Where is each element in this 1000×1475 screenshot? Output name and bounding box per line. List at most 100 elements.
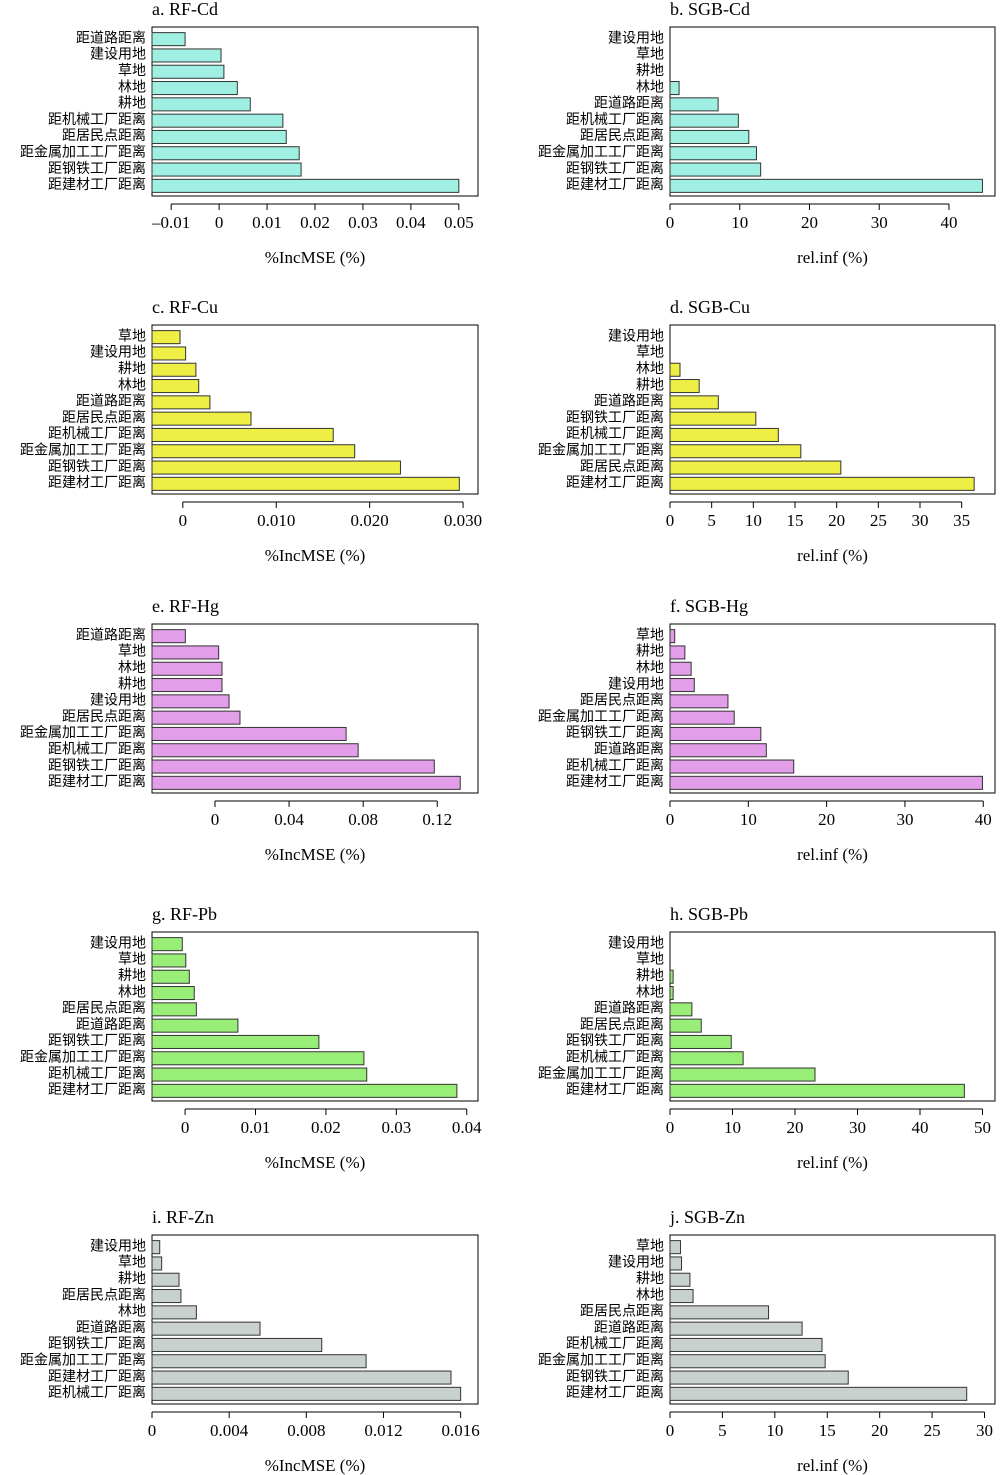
category-label: 距金属加工工厂距离	[538, 441, 664, 458]
category-label: 距机械工厂距离	[566, 111, 664, 128]
x-tick-label: 0.004	[210, 1421, 249, 1440]
category-label: 草地	[636, 627, 664, 643]
x-tick-label: 20	[871, 1421, 888, 1440]
x-tick-label: 0.04	[396, 213, 426, 232]
bar	[669, 694, 729, 709]
bar	[669, 476, 975, 491]
category-label: 距机械工厂距离	[566, 757, 664, 774]
bar	[151, 81, 238, 96]
category-label: 距居民点距离	[62, 1286, 146, 1303]
bar	[151, 64, 225, 79]
x-tick-label: 0.08	[348, 810, 378, 829]
bar	[151, 1002, 197, 1017]
category-label: 距建材工厂距离	[566, 1384, 664, 1401]
category-label: 距金属加工工厂距离	[20, 441, 146, 458]
category-label: 距钢铁工厂距离	[48, 1335, 146, 1352]
bar	[151, 178, 460, 193]
category-label: 林地	[636, 660, 664, 676]
bar	[151, 395, 211, 410]
x-tick-label: 20	[787, 1118, 804, 1137]
bar	[151, 953, 187, 968]
x-tick-label: 30	[912, 511, 929, 530]
category-label: 距建材工厂距离	[566, 474, 664, 491]
bar	[151, 969, 190, 984]
x-tick-label: 0.02	[300, 213, 330, 232]
x-axis-label: rel.inf (%)	[797, 1456, 868, 1475]
x-axis-label: %IncMSE (%)	[265, 248, 366, 267]
x-tick-label: 50	[974, 1118, 991, 1137]
category-label: 距居民点距离	[580, 127, 664, 144]
bar	[669, 1321, 803, 1336]
category-label: 距钢铁工厂距离	[566, 1368, 664, 1385]
category-label: 距居民点距离	[62, 409, 146, 426]
category-label: 距金属加工工厂距离	[20, 143, 146, 160]
x-tick-label: 30	[976, 1421, 993, 1440]
category-label: 距金属加工工厂距离	[538, 708, 664, 725]
category-label: 距钢铁工厂距离	[48, 458, 146, 475]
bar	[151, 379, 200, 394]
category-label: 草地	[118, 952, 146, 968]
x-tick-label: 0.12	[422, 810, 452, 829]
x-tick-label: 5	[707, 511, 716, 530]
bar	[151, 937, 183, 952]
category-label: 距机械工厂距离	[48, 425, 146, 442]
x-tick-label: 0.03	[348, 213, 378, 232]
bar	[151, 1067, 368, 1082]
category-label: 林地	[118, 984, 146, 1000]
category-label: 距道路距离	[76, 1319, 146, 1336]
bar	[669, 1034, 732, 1049]
bar	[151, 1256, 163, 1271]
x-tick-label: 15	[787, 511, 804, 530]
x-axis-label: %IncMSE (%)	[265, 845, 366, 864]
x-tick-label: 0.010	[257, 511, 295, 530]
x-tick-label: 0	[666, 1118, 675, 1137]
bar	[669, 1272, 691, 1287]
bar	[669, 1337, 823, 1352]
category-label: 建设用地	[608, 676, 664, 692]
bar	[669, 759, 795, 774]
plot-frame	[151, 623, 479, 794]
category-label: 距钢铁工厂距离	[48, 1032, 146, 1049]
category-label: 耕地	[636, 1270, 664, 1287]
bar	[151, 411, 252, 426]
bar	[151, 1321, 261, 1336]
x-tick-label: 0.030	[444, 511, 482, 530]
bar	[151, 1289, 182, 1304]
bar	[151, 986, 195, 1001]
category-label: 林地	[636, 79, 664, 95]
x-tick-label: 10	[724, 1118, 741, 1137]
bar	[151, 1272, 180, 1287]
x-tick-label: 0.020	[351, 511, 389, 530]
bar	[151, 460, 401, 475]
category-label: 距道路距离	[76, 393, 146, 410]
bar	[669, 395, 719, 410]
bar	[669, 775, 983, 790]
bar	[151, 362, 197, 377]
bar	[669, 710, 735, 725]
bar	[669, 986, 674, 1001]
bar	[151, 1051, 365, 1066]
x-axis-label: rel.inf (%)	[797, 546, 868, 565]
bar	[669, 1083, 965, 1098]
x-tick-label: 0.01	[241, 1118, 271, 1137]
category-label: 距建材工厂距离	[566, 1081, 664, 1098]
bar	[151, 129, 287, 144]
bar	[151, 476, 460, 491]
bar	[151, 759, 435, 774]
x-tick-label: 10	[740, 810, 757, 829]
x-axis-label: %IncMSE (%)	[265, 1456, 366, 1475]
x-tick-label: 40	[940, 213, 957, 232]
category-label: 距建材工厂距离	[566, 176, 664, 193]
category-label: 距机械工厂距离	[48, 740, 146, 757]
category-label: 距钢铁工厂距离	[566, 160, 664, 177]
category-label: 距居民点距离	[580, 1016, 664, 1033]
category-label: 耕地	[118, 95, 146, 112]
bar	[669, 379, 700, 394]
panel-title: i. RF-Zn	[152, 1207, 214, 1227]
bar	[669, 1240, 681, 1255]
x-axis-label: rel.inf (%)	[797, 845, 868, 864]
x-tick-label: 15	[819, 1421, 836, 1440]
plot-frame	[669, 26, 996, 197]
x-tick-label: 40	[975, 810, 992, 829]
bar	[669, 1305, 770, 1320]
